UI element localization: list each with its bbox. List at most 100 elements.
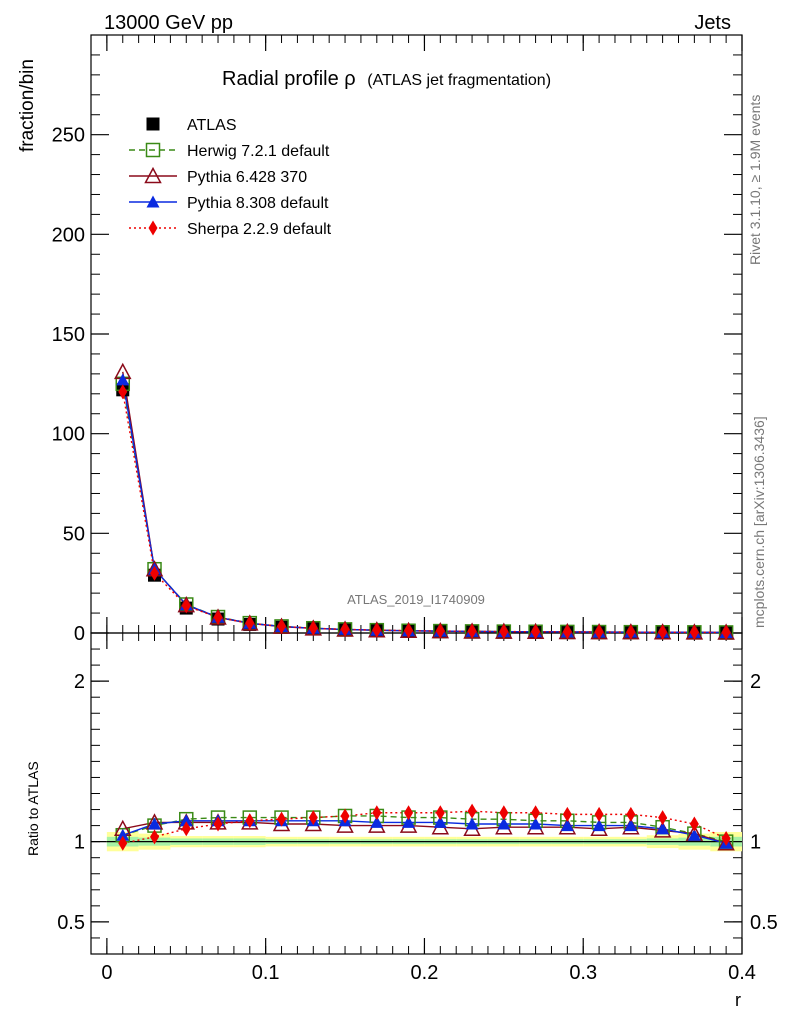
legend-marker-0 (146, 117, 160, 131)
xtick-label: 0 (101, 962, 112, 984)
main-ytick-label: 50 (63, 523, 85, 545)
ratio-series-point-3 (404, 805, 414, 821)
xtick-label: 0.1 (252, 962, 280, 984)
ratio-ytick-label-right: 2 (750, 671, 761, 693)
ratio-series-point-3 (372, 805, 382, 821)
main-series-point-4 (340, 621, 350, 637)
main-series-point-4 (213, 609, 223, 625)
ratio-series-point-3 (626, 806, 636, 822)
ratio-series-point-3 (277, 811, 287, 827)
main-series-point-3 (116, 373, 130, 386)
main-series-point-4 (562, 624, 572, 640)
main-series-point-4 (531, 624, 541, 640)
main-ytick-label: 250 (52, 125, 85, 147)
legend-marker-3 (146, 195, 160, 208)
main-series-group (114, 362, 735, 640)
ratio-series-point-2 (179, 814, 193, 827)
ratio-series-point-3 (181, 821, 191, 837)
plot-title-main: Radial profile (222, 68, 339, 90)
ratio-ytick-label: 2 (74, 671, 85, 693)
ratio-series-point-2 (148, 817, 162, 830)
ratio-series-point-2 (116, 828, 130, 841)
main-series-point-4 (150, 565, 160, 581)
ratio-series-point-3 (150, 829, 160, 845)
ratio-series-point-1 (717, 834, 735, 851)
main-series-point-4 (181, 598, 191, 614)
ratio-axis-ticks: 0.5 0.5 1 1 2 2 0 0.1 0.2 0.3 0.4 (57, 633, 778, 984)
main-series-point-4 (721, 624, 731, 640)
main-series-point-4 (308, 620, 318, 636)
xtick-label: 0.3 (569, 962, 597, 984)
ratio-series-point-3 (594, 806, 604, 822)
ratio-series-point-2 (402, 815, 416, 828)
ratio-ylabel: Ratio to ATLAS (25, 761, 41, 856)
ratio-series-point-3 (562, 806, 572, 822)
ratio-series-point-2 (656, 822, 670, 835)
main-series-point-4 (245, 615, 255, 631)
ratio-series-point-2 (529, 817, 543, 830)
ratio-series-group (114, 803, 735, 851)
legend-label-0: ATLAS (187, 117, 237, 134)
ratio-series-point-2 (497, 817, 511, 830)
main-series-point-4 (689, 624, 699, 640)
ratio-series-point-2 (560, 819, 574, 832)
ratio-series-line-1 (122, 821, 727, 844)
main-ytick-label: 100 (52, 424, 85, 446)
legend-marker-2 (144, 166, 162, 184)
ratio-series-line-3 (122, 810, 727, 844)
main-series-point-4 (499, 624, 509, 640)
ratio-uncertainty-band (106, 832, 742, 852)
ratio-series-point-2 (433, 815, 447, 828)
xlabel: r (735, 990, 741, 1010)
category-label: Jets (694, 12, 731, 34)
xtick-label: 0.2 (411, 962, 439, 984)
main-ylabel: fraction/bin (17, 59, 38, 152)
legend-label-3: Pythia 8.308 default (187, 195, 329, 212)
main-series-point-4 (467, 623, 477, 639)
ratio-series-point-2 (592, 819, 606, 832)
ratio-series-point-2 (624, 819, 638, 832)
legend-label-1: Herwig 7.2.1 default (187, 143, 330, 160)
legend-label-2: Pythia 6.428 370 (187, 169, 307, 186)
main-ytick-label: 0 (74, 623, 85, 645)
ratio-series-point-3 (308, 810, 318, 826)
rivet-label: Rivet 3.1.10, ≥ 1.9M events (747, 95, 763, 265)
ratio-series-point-3 (245, 813, 255, 829)
legend-label-4: Sherpa 2.2.9 default (187, 221, 332, 238)
ratio-series-point-3 (531, 805, 541, 821)
main-ytick-label: 150 (52, 324, 85, 346)
main-series-point-4 (404, 623, 414, 639)
xtick-label: 0.4 (728, 962, 756, 984)
ratio-series-point-3 (213, 816, 223, 832)
energy-label: 13000 GeV pp (104, 12, 233, 34)
plot-title-note: (ATLAS jet fragmentation) (367, 72, 551, 89)
main-series-point-4 (658, 624, 668, 640)
ratio-series-point-3 (721, 830, 731, 846)
ratio-panel-frame (90, 632, 743, 955)
main-series-point-4 (435, 623, 445, 639)
ratio-series-point-3 (499, 805, 509, 821)
legend-marker-1 (145, 142, 161, 158)
plot-title: Radial profile ρ (ATLAS jet fragmentatio… (222, 68, 551, 90)
ratio-series-point-2 (370, 815, 384, 828)
ratio-series-line-2 (122, 820, 727, 844)
plot-title-symbol: ρ (344, 68, 355, 90)
ratio-series-point-2 (687, 828, 701, 841)
ratio-series-point-3 (435, 805, 445, 821)
ratio-series-point-3 (467, 803, 477, 819)
main-series-point-4 (594, 624, 604, 640)
analysis-id: ATLAS_2019_I1740909 (347, 592, 485, 607)
ratio-series-point-3 (340, 808, 350, 824)
ratio-ytick-label: 0.5 (57, 912, 85, 934)
ratio-series-line-0 (122, 815, 727, 843)
legend-marker-4 (148, 220, 158, 236)
ratio-ytick-label-right: 1 (750, 832, 761, 854)
main-ytick-label: 200 (52, 224, 85, 246)
legend: ATLAS Herwig 7.2.1 default Pythia 6.428 37… (129, 117, 332, 238)
ratio-series-point-2 (465, 817, 479, 830)
mcplots-label: mcplots.cern.ch [arXiv:1306.3436] (751, 416, 767, 628)
ratio-series-point-3 (689, 816, 699, 832)
main-series-point-4 (118, 384, 128, 400)
ratio-ytick-label-right: 0.5 (750, 912, 778, 934)
